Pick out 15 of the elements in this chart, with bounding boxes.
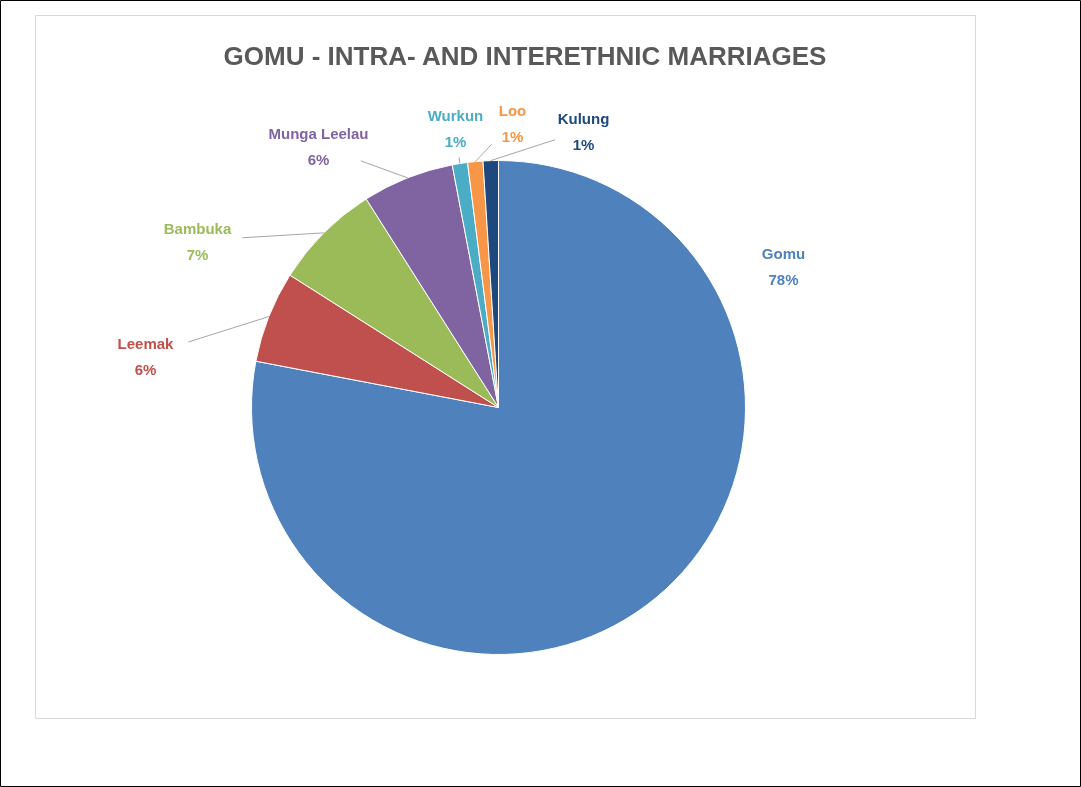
data-label: 7% — [186, 246, 209, 263]
slice-label: Munga Leelau — [268, 125, 369, 142]
slice-label: Bambuka — [163, 220, 232, 237]
slice-label: Kulung — [557, 110, 610, 127]
data-label: 6% — [134, 361, 157, 378]
data-label: 1% — [444, 133, 467, 150]
chart-title: GOMU - INTRA- AND INTERETHNIC MARRIAGES — [223, 40, 827, 71]
data-label: 1% — [572, 136, 595, 153]
slice-label: Leemak — [117, 335, 175, 352]
slice-label: Gomu — [761, 245, 806, 262]
data-label: 1% — [501, 128, 524, 145]
data-label: 78% — [768, 271, 799, 288]
slice-label: Wurkun — [427, 107, 484, 124]
data-label: 6% — [307, 151, 330, 168]
slice-label: Loo — [498, 102, 527, 119]
